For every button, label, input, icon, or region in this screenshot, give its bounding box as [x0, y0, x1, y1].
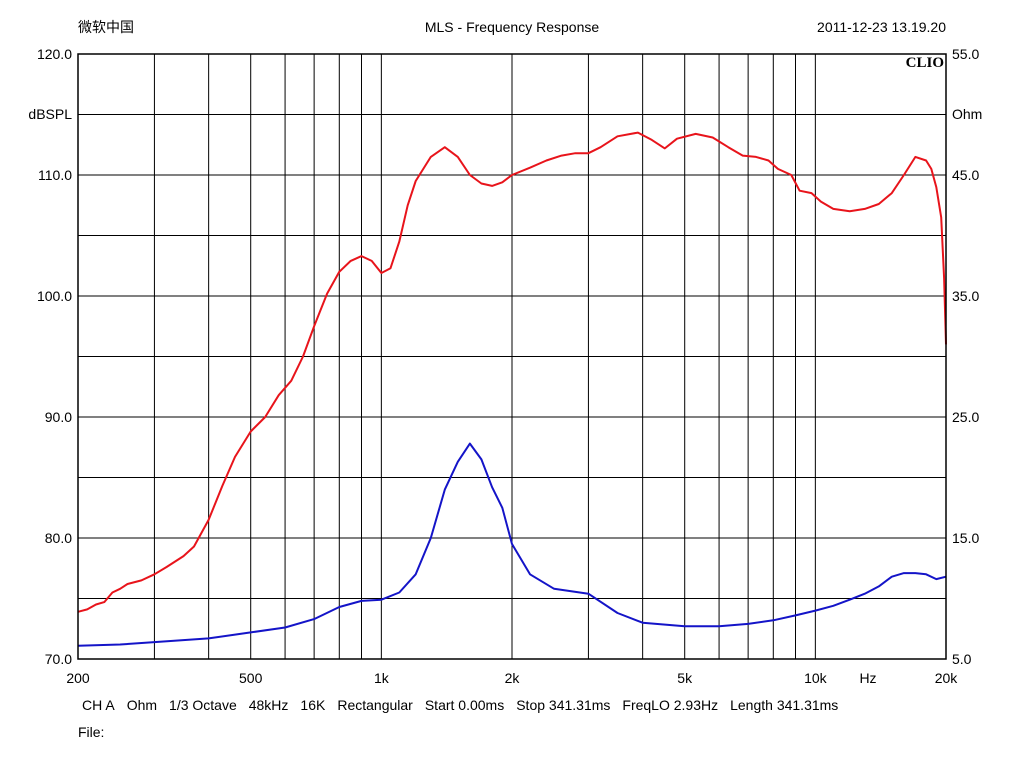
right-tick-label: 15.0 [952, 530, 979, 546]
x-axis-ticks: 200 500 1k 2k 5k 10k 20k [66, 670, 958, 686]
left-tick-label: 90.0 [45, 409, 72, 425]
right-axis-label: Ohm [952, 106, 982, 122]
measurement-settings: CH A Ohm 1/3 Octave 48kHz 16K Rectangular Star… [82, 697, 850, 713]
footer-channel: CH A [82, 697, 115, 713]
left-tick-label: 70.0 [45, 651, 72, 667]
left-axis-ticks: 70.0 80.0 90.0 100.0 110.0 120.0 [37, 46, 72, 667]
right-tick-label: 35.0 [952, 288, 979, 304]
x-tick-label: 20k [935, 670, 959, 686]
footer-smoothing: 1/3 Octave [169, 697, 237, 713]
left-tick-label: 100.0 [37, 288, 72, 304]
right-tick-label: 25.0 [952, 409, 979, 425]
footer-stop: Stop 341.31ms [516, 697, 611, 713]
footer-rate: 48kHz [248, 697, 289, 713]
clio-logo: CLIO [906, 55, 944, 71]
left-tick-label: 120.0 [37, 46, 72, 62]
right-tick-label: 5.0 [952, 651, 972, 667]
plot-frame [77, 53, 947, 660]
footer-file: File: [78, 724, 105, 740]
x-tick-label: 200 [66, 670, 90, 686]
right-axis-ticks: 5.0 15.0 25.0 35.0 45.0 55.0 [952, 46, 979, 667]
right-tick-label: 45.0 [952, 167, 979, 183]
x-tick-label: 2k [505, 670, 521, 686]
x-unit-label: Hz [859, 670, 876, 686]
left-tick-label: 80.0 [45, 530, 72, 546]
header-datetime: 2011-12-23 13.19.20 [817, 19, 946, 35]
chart-title: MLS - Frequency Response [424, 19, 600, 35]
footer-length: Length 341.31ms [730, 697, 839, 713]
series-layer [77, 131, 947, 647]
x-tick-label: 500 [239, 670, 263, 686]
impedance-curve [77, 442, 947, 647]
x-tick-label: 1k [374, 670, 390, 686]
x-tick-label: 5k [677, 670, 693, 686]
grid-lines [78, 54, 946, 659]
footer-window: Rectangular [337, 697, 413, 713]
footer-start: Start 0.00ms [424, 697, 505, 713]
left-axis-label: dBSPL [28, 106, 72, 122]
spl-curve [77, 131, 947, 613]
x-tick-label: 10k [804, 670, 828, 686]
right-tick-label: 55.0 [952, 46, 979, 62]
header-left-text: 微软中国 [78, 19, 134, 35]
footer-size: 16K [300, 697, 326, 713]
left-tick-label: 110.0 [38, 167, 72, 183]
footer-freqlo: FreqLO 2.93Hz [622, 697, 719, 713]
footer-unit: Ohm [126, 697, 158, 713]
